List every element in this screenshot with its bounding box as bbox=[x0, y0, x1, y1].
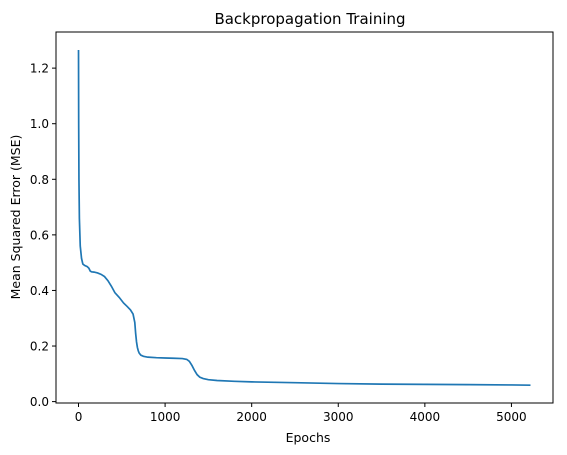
chart-title: Backpropagation Training bbox=[214, 10, 405, 28]
y-axis: 0.0 0.2 0.4 0.6 0.8 1.0 1.2 bbox=[30, 62, 56, 409]
y-tick-label: 0.6 bbox=[30, 228, 49, 242]
x-axis: 0 1000 2000 3000 4000 5000 bbox=[75, 403, 527, 424]
x-tick-label: 1000 bbox=[150, 410, 181, 424]
y-tick-label: 0.2 bbox=[30, 340, 49, 354]
x-tick-label: 5000 bbox=[496, 410, 527, 424]
y-tick-label: 0.0 bbox=[30, 395, 49, 409]
y-tick-label: 1.2 bbox=[30, 62, 49, 76]
x-tick-label: 3000 bbox=[323, 410, 354, 424]
x-tick-label: 0 bbox=[75, 410, 83, 424]
y-tick-label: 0.4 bbox=[30, 284, 49, 298]
y-axis-label: Mean Squared Error (MSE) bbox=[8, 135, 23, 300]
y-tick-label: 1.0 bbox=[30, 117, 49, 131]
x-tick-label: 4000 bbox=[410, 410, 441, 424]
x-axis-label: Epochs bbox=[286, 430, 331, 445]
x-tick-label: 2000 bbox=[236, 410, 267, 424]
plot-area bbox=[55, 31, 554, 404]
y-tick-label: 0.8 bbox=[30, 173, 49, 187]
mse-line bbox=[77, 50, 531, 387]
